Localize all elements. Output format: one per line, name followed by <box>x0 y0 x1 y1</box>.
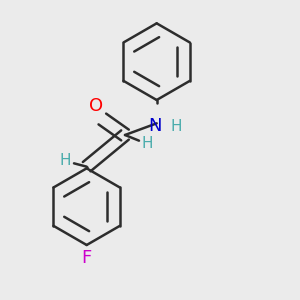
Text: H: H <box>59 153 71 168</box>
Text: H: H <box>142 136 153 151</box>
Text: F: F <box>82 249 92 267</box>
Text: H: H <box>170 119 182 134</box>
Text: O: O <box>89 97 103 115</box>
Text: N: N <box>148 117 162 135</box>
